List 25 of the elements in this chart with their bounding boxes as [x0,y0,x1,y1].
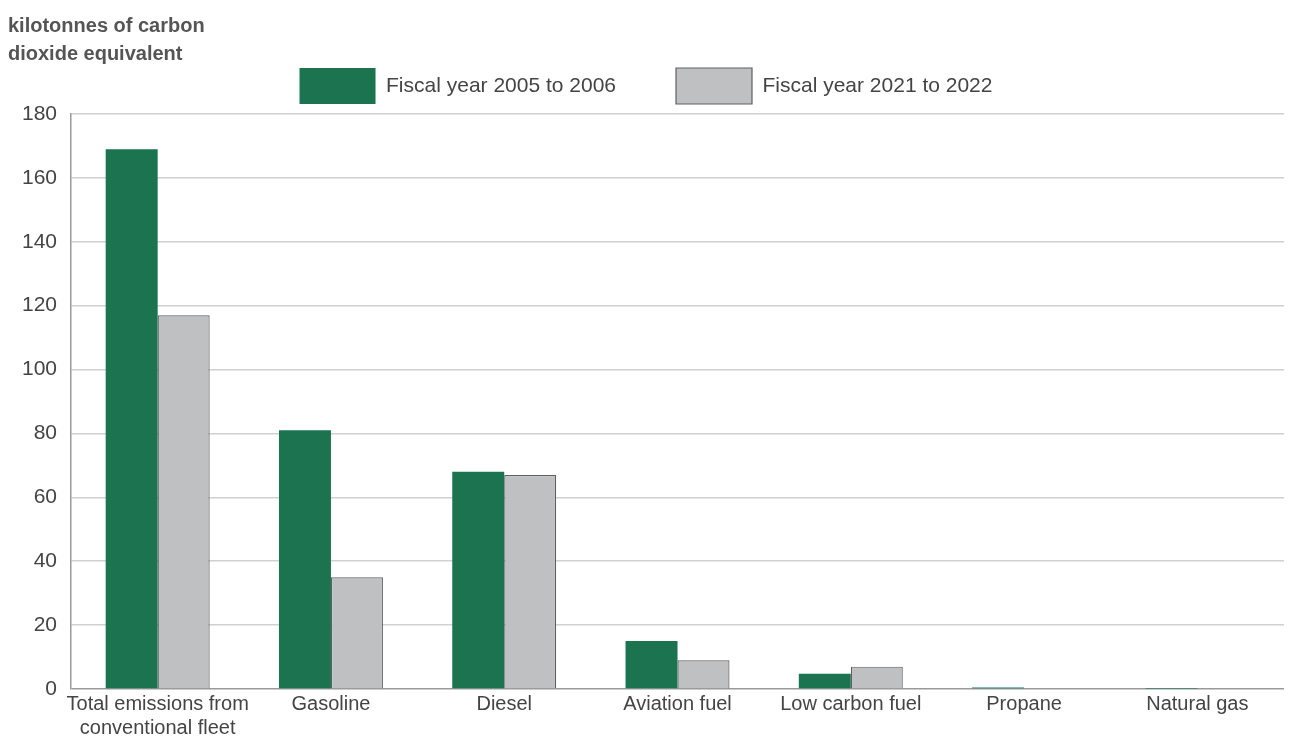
bar [278,430,331,689]
y-tick-label: 20 [33,611,58,635]
bar [798,673,851,689]
bar [625,641,678,689]
y-tick-label: 80 [33,420,58,444]
y-tick-label: 160 [21,164,58,188]
x-tick-label: Gasoline [291,691,371,714]
y-tick-label: 40 [33,548,58,572]
legend-label: Fiscal year 2005 to 2006 [386,72,617,96]
y-tick-label: 180 [21,100,58,124]
x-tick-label: Diesel [476,691,533,714]
x-tick-label: Total emissions from conventional fleet [66,691,249,738]
bar [452,471,505,689]
y-tick-label: 120 [21,292,58,316]
x-tick-label: Low carbon fuel [780,691,922,714]
y-tick-label: 140 [21,228,58,252]
y-tick-label: 0 [45,675,58,699]
x-tick-label: Propane [986,691,1062,714]
y-axis-title: kilotonnes of carbon dioxide equivalent [8,13,205,64]
x-tick-label: Natural gas [1146,691,1249,714]
legend-label: Fiscal year 2021 to 2022 [762,72,993,96]
y-tick-label: 100 [21,356,58,380]
y-tick-label: 60 [33,484,58,508]
x-tick-label: Aviation fuel [623,691,732,714]
bar [105,149,158,689]
